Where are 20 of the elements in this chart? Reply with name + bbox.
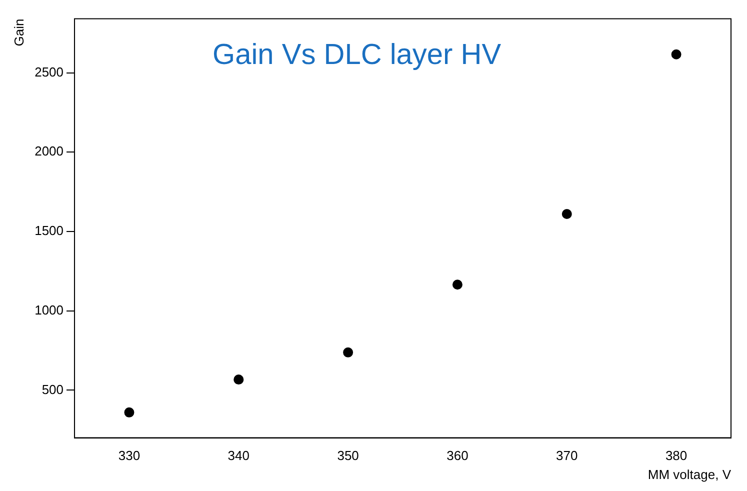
x-tick-label: 380 (665, 448, 688, 464)
point (343, 347, 354, 358)
y-tick-label: 2500 (34, 64, 64, 80)
text: Gain Vs DLC layer HV (212, 38, 502, 71)
x-tick-label: 330 (118, 448, 140, 464)
y-tick-label: 500 (42, 382, 64, 397)
point (124, 407, 134, 418)
x-tick-label: 340 (228, 448, 250, 464)
x-tick-label: 370 (556, 448, 578, 464)
x-axis-title: MM voltage, V (648, 466, 732, 482)
y-tick-label: 1500 (34, 223, 64, 238)
point (234, 374, 244, 385)
y-axis-title: Gain (11, 18, 26, 46)
point (671, 49, 682, 60)
y-tick-label: 2000 (34, 144, 64, 159)
point (562, 209, 572, 220)
y-tick-label: 1000 (34, 302, 64, 318)
point (452, 280, 462, 290)
x-tick-label: 350 (337, 448, 359, 464)
x-tick-label: 360 (446, 448, 468, 464)
